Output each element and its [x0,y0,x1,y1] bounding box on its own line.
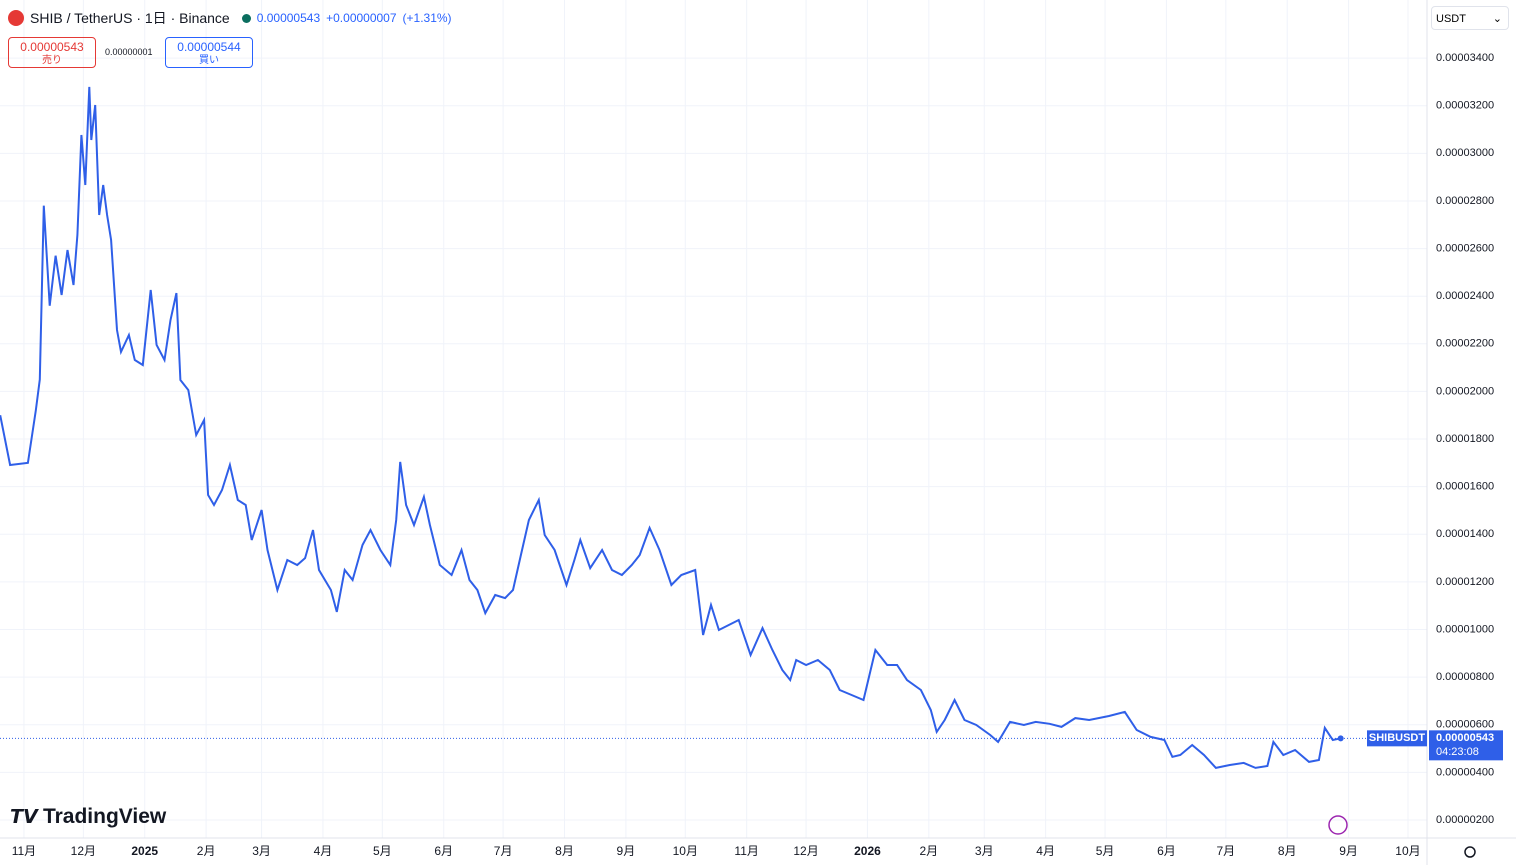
buy-price: 0.00000544 [177,40,241,54]
x-tick-label: 4月 [314,844,333,858]
x-tick-label: 2月 [919,844,938,858]
change-pct: (+1.31%) [402,11,452,25]
x-tick-label: 12月 [793,844,818,858]
caret: ⌄ [1492,13,1502,25]
x-tick-label: 6月 [434,844,453,858]
y-tick-label: 0.00002600 [1436,242,1494,254]
sell-label: 売り [42,55,62,66]
x-tick-label: 2月 [197,844,216,858]
y-tick-label: 0.00001600 [1436,481,1494,493]
y-tick-label: 0.00003400 [1436,52,1494,64]
x-tick-label: 4月 [1036,844,1055,858]
x-tick-label: 7月 [1216,844,1235,858]
buy-label: 買い [199,55,219,66]
x-tick-label: 5月 [373,844,392,858]
currency: USDT [1436,13,1466,25]
symbol-icon [8,10,24,26]
y-tick-label: 0.00000600 [1436,719,1494,731]
x-tick-label: 8月 [1278,844,1297,858]
settings-icon [1464,846,1476,858]
brand-logo: 𝙏𝙑 [10,807,43,828]
x-tick-label: 9月 [617,844,636,858]
sell-button[interactable]: 0.00000543 売り [8,37,96,68]
brand-text: TradingView [42,805,167,828]
price-tag-value: 0.00000543 [1436,732,1494,744]
change: +0.00000007 [326,11,397,25]
brand: 𝙏𝙑 TradingView [10,805,166,829]
x-tick-label: 5月 [1096,844,1115,858]
price: 0.00000543 [256,11,321,25]
x-tick-label: 6月 [1157,844,1176,858]
x-tick-label: 11月 [12,844,36,858]
x-tick-label: 10月 [673,844,698,858]
y-tick-label: 0.00001400 [1436,528,1494,540]
y-tick-label: 0.00000200 [1436,814,1494,826]
last-point [1337,735,1344,742]
y-tick-label: 0.00002000 [1436,385,1494,397]
header: SHIB / TetherUS · 1日 · Binance 0.0000054… [8,8,452,28]
price-tag-countdown: 04:23:08 [1436,746,1479,758]
x-tick-label: 10月 [1395,844,1420,858]
y-tick-label: 0.00003000 [1436,147,1494,159]
buy-button[interactable]: 0.00000544 買い [165,37,253,68]
spread: 0.00000001 [105,47,153,57]
symbol[interactable]: SHIB / TetherUS · 1日 · Binance [30,10,230,26]
y-tick-label: 0.00000800 [1436,671,1494,683]
x-tick-label: 9月 [1339,844,1358,858]
y-tick-label: 0.00000400 [1436,766,1494,778]
x-tick-label: 7月 [494,844,513,858]
x-tick-label: 3月 [252,844,271,858]
alert-icon [1328,815,1348,835]
x-tick-label: 3月 [975,844,994,858]
y-tick-label: 0.00002200 [1436,338,1494,350]
y-tick-label: 0.00003200 [1436,100,1494,112]
y-tick-label: 0.00001200 [1436,576,1494,588]
price-line [0,86,1341,769]
price-tag [1429,730,1503,761]
symbol-tag-text: SHIBUSDT [1369,732,1426,744]
currency-select[interactable]: USDT ⌄ [1431,6,1509,30]
sell-price: 0.00000543 [20,40,84,54]
x-tick-label: 8月 [555,844,574,858]
status-dot [241,13,251,23]
x-tick-label: 12月 [71,844,96,858]
x-tick-label: 2026 [854,844,881,858]
symbol-tag [1367,730,1427,747]
y-tick-label: 0.00001800 [1436,433,1494,445]
x-tick-label: 11月 [734,844,758,858]
y-tick-label: 0.00002400 [1436,290,1494,302]
x-tick-label: 2025 [131,844,158,858]
y-tick-label: 0.00002800 [1436,195,1494,207]
y-tick-label: 0.00001000 [1436,623,1494,635]
